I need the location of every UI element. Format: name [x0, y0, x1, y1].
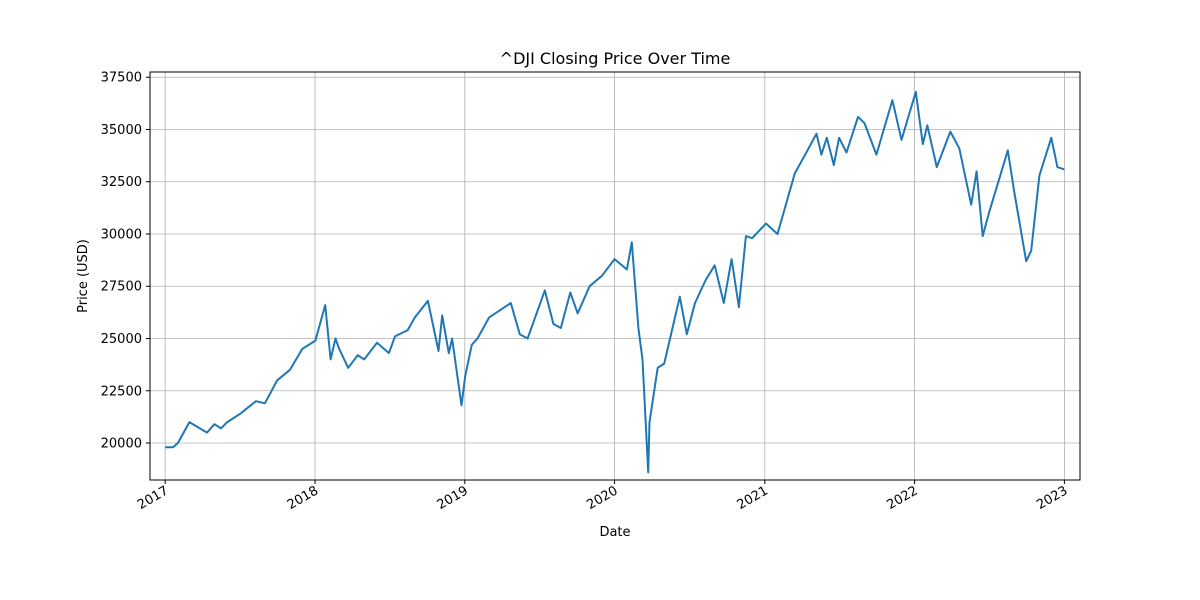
series-group — [165, 90, 1065, 474]
y-axis-title: Price (USD) — [76, 239, 91, 313]
plot-area — [150, 72, 1080, 480]
grid-lines — [150, 72, 1080, 480]
series-line — [165, 90, 1065, 474]
y-tick-label: 35000 — [101, 123, 142, 138]
chart-title: ^DJI Closing Price Over Time — [500, 49, 731, 68]
y-axis: 20000 22500 25000 27500 30000 32500 35000 37500 — [101, 71, 150, 452]
y-tick-label: 30000 — [101, 227, 142, 242]
y-tick-label: 37500 — [101, 71, 142, 86]
y-tick-label: 20000 — [101, 437, 142, 452]
y-tick-label: 27500 — [101, 280, 142, 295]
y-tick-label: 32500 — [101, 175, 142, 190]
y-tick-label: 25000 — [101, 332, 142, 347]
y-tick-label: 22500 — [101, 384, 142, 399]
x-axis-title: Date — [599, 525, 630, 540]
